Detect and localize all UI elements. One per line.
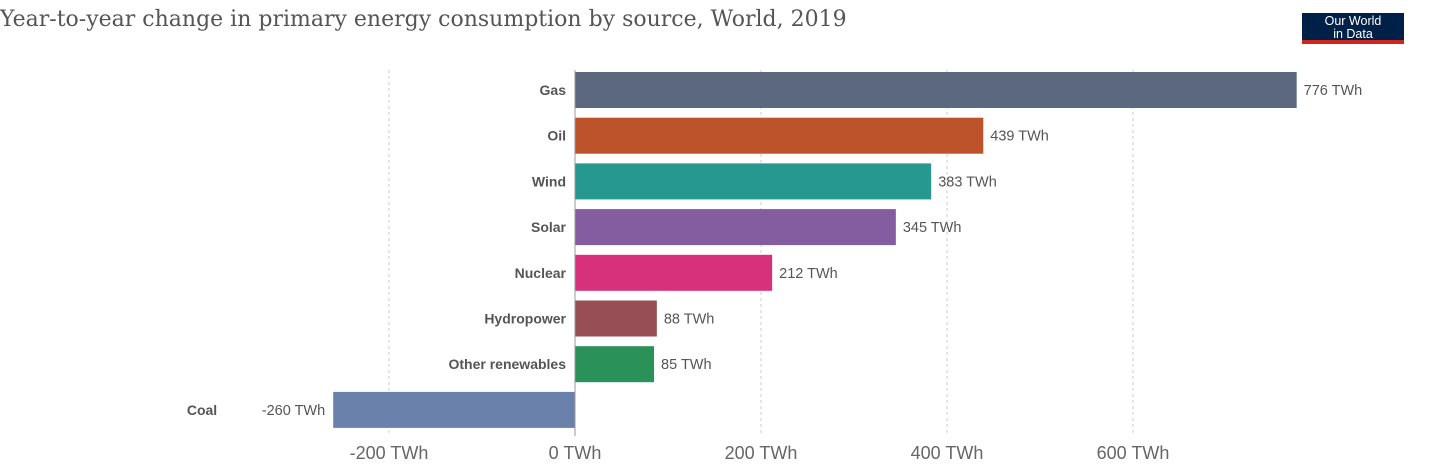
- logo-line-2: in Data: [1333, 27, 1373, 41]
- x-tick-label: 400 TWh: [911, 443, 984, 463]
- data-label: 383 TWh: [938, 174, 997, 190]
- bar-gas: [575, 72, 1297, 108]
- category-label: Hydropower: [484, 311, 566, 327]
- bar-wind: [575, 163, 932, 200]
- chart-title: Year-to-year change in primary energy co…: [0, 7, 847, 32]
- category-label: Nuclear: [515, 265, 567, 281]
- category-label: Gas: [540, 82, 567, 98]
- category-label: Wind: [532, 173, 566, 189]
- data-label: -260 TWh: [262, 403, 325, 419]
- category-label: Other renewables: [449, 356, 567, 372]
- category-label: Oil: [547, 128, 566, 144]
- data-label: 212 TWh: [779, 266, 838, 282]
- x-tick-label: 600 TWh: [1097, 443, 1170, 463]
- data-label: 439 TWh: [990, 129, 1049, 145]
- bar-coal: [333, 391, 575, 428]
- bar-oil: [575, 117, 984, 154]
- x-tick-label: 200 TWh: [725, 443, 798, 463]
- owid-logo[interactable]: Our World in Data: [1302, 13, 1404, 44]
- data-label: 88 TWh: [664, 312, 715, 328]
- category-label: Coal: [187, 402, 217, 418]
- category-label: Solar: [531, 219, 567, 235]
- data-label: 85 TWh: [661, 357, 712, 373]
- x-tick-label: -200 TWh: [350, 443, 429, 463]
- logo-line-1: Our World: [1324, 14, 1382, 28]
- data-label: 776 TWh: [1304, 83, 1363, 99]
- bar-solar: [575, 209, 896, 246]
- x-tick-label: 0 TWh: [549, 443, 602, 463]
- bar-other-renewables: [575, 346, 655, 383]
- data-label: 345 TWh: [903, 220, 962, 236]
- bar-hydropower: [575, 300, 657, 337]
- bar-nuclear: [575, 254, 773, 291]
